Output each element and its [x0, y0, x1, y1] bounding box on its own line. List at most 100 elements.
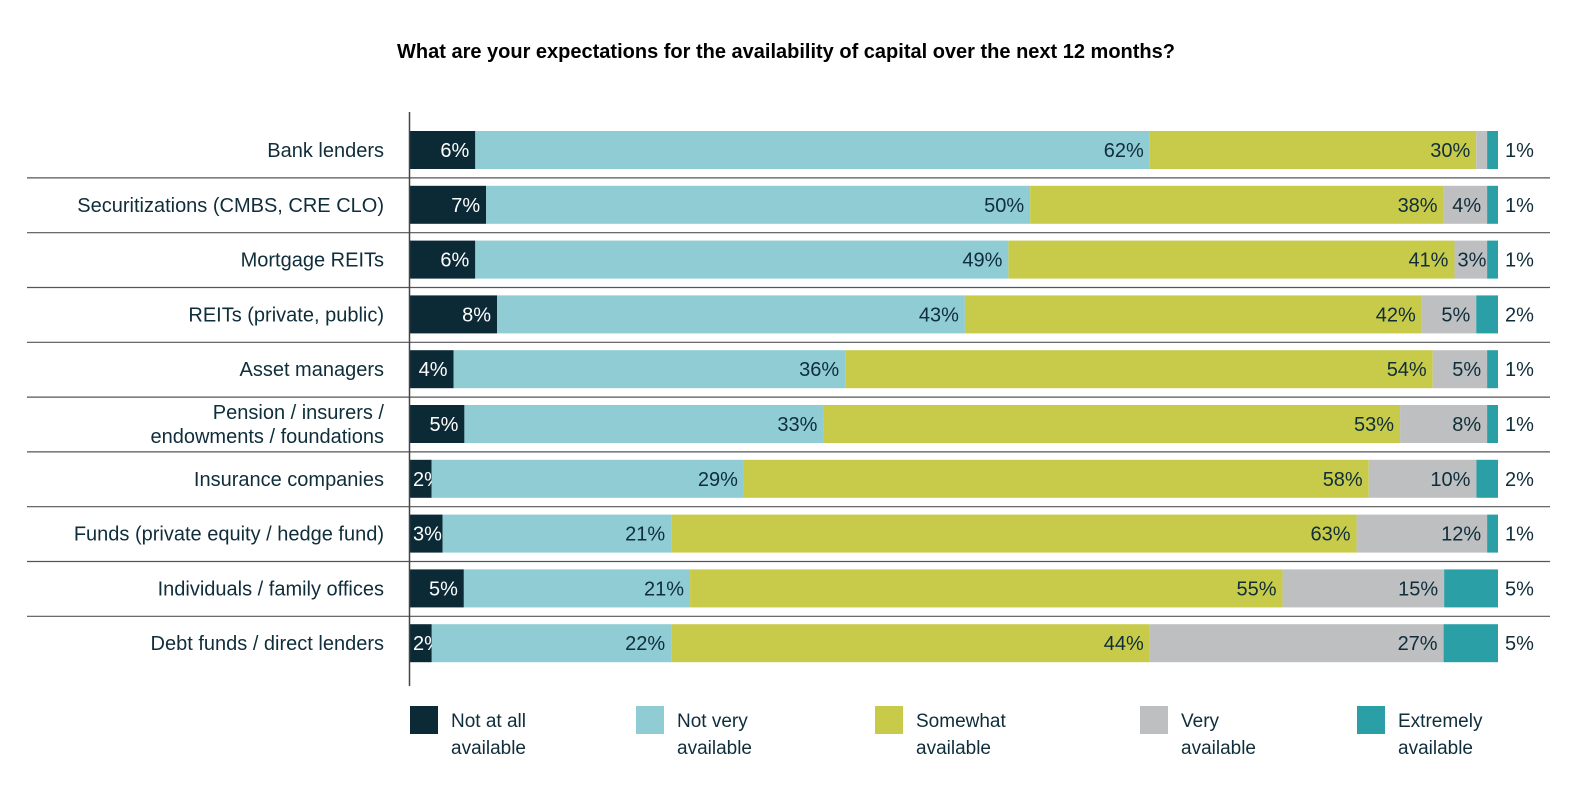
data-label: 5% — [1452, 359, 1481, 381]
data-label: 12% — [1441, 524, 1481, 546]
data-label: 1% — [1505, 359, 1534, 381]
bar-segment — [1487, 350, 1498, 389]
data-label: 6% — [440, 250, 469, 272]
data-label: 50% — [984, 195, 1024, 217]
bar-segment — [1443, 185, 1488, 224]
legend-label: Somewhat — [916, 711, 1006, 732]
category-label: Funds (private equity / hedge fund) — [74, 524, 384, 546]
bar-segment — [475, 240, 1009, 279]
data-label: 1% — [1505, 414, 1534, 436]
data-label: 1% — [1505, 195, 1534, 217]
bar-segment — [671, 624, 1150, 663]
bar-segment — [431, 459, 744, 498]
data-label: 5% — [429, 578, 458, 600]
data-label: 36% — [799, 359, 839, 381]
bar-segment — [442, 514, 672, 553]
bar-segment — [1476, 459, 1498, 498]
bar-segment — [845, 350, 1433, 389]
bar-segment — [1476, 295, 1498, 334]
bar-segment — [410, 624, 432, 663]
data-label: 42% — [1376, 304, 1416, 326]
data-label: 7% — [451, 195, 480, 217]
bar-segment — [463, 569, 691, 608]
bar-segment — [410, 405, 465, 443]
data-label: 58% — [1323, 469, 1363, 491]
category-label: Individuals / family offices — [158, 578, 384, 600]
data-label: 15% — [1398, 578, 1438, 600]
bar-segment — [410, 295, 498, 334]
bar-segment — [743, 459, 1369, 498]
data-label: 44% — [1104, 633, 1144, 655]
data-label: 5% — [1441, 304, 1470, 326]
data-label: 33% — [777, 414, 817, 436]
bar-segment — [1476, 131, 1488, 169]
category-label: Bank lenders — [267, 140, 384, 162]
bar-segment — [1444, 569, 1498, 608]
data-label: 1% — [1505, 524, 1534, 546]
bar-segment — [1282, 569, 1445, 608]
data-label: 4% — [1452, 195, 1481, 217]
bar-segment — [964, 295, 1422, 334]
bar-segment — [410, 350, 454, 389]
data-label: 8% — [462, 304, 491, 326]
data-label: 5% — [1505, 578, 1534, 600]
category-label: Pension / insurers / — [213, 402, 385, 424]
data-label: 41% — [1408, 250, 1448, 272]
bar-segment — [1432, 350, 1488, 389]
data-label: 5% — [429, 414, 458, 436]
bar-segment — [1149, 624, 1444, 663]
bar-segment — [1356, 514, 1488, 553]
bar-segment — [410, 240, 476, 279]
bar-segment — [410, 131, 476, 169]
data-label: 1% — [1505, 140, 1534, 162]
data-label: 62% — [1104, 140, 1144, 162]
legend-label: Not very — [677, 711, 748, 732]
legend-label: available — [677, 738, 752, 759]
category-label: Securitizations (CMBS, CRE CLO) — [77, 195, 384, 217]
data-label: 63% — [1311, 524, 1351, 546]
bar-segment — [410, 185, 487, 224]
bar-segment — [1368, 459, 1477, 498]
legend-swatch — [1140, 706, 1168, 734]
category-label: endowments / foundations — [151, 426, 385, 448]
bar-segment — [1400, 405, 1488, 443]
data-label: 38% — [1398, 195, 1438, 217]
data-label: 27% — [1398, 633, 1438, 655]
bar-segment — [690, 569, 1283, 608]
bar-segment — [1487, 405, 1498, 443]
legend-swatch — [410, 706, 438, 734]
bar-segment — [1008, 240, 1455, 279]
legend-label: available — [1398, 738, 1473, 759]
bar-segment — [497, 295, 965, 334]
bar-segment — [1487, 131, 1498, 169]
legend-label: Extremely — [1398, 711, 1483, 732]
data-label: 3% — [1457, 250, 1486, 272]
legend-label: available — [451, 738, 526, 759]
legend-swatch — [875, 706, 903, 734]
bar-segment — [1030, 185, 1444, 224]
data-label: 43% — [919, 304, 959, 326]
category-label: Insurance companies — [194, 469, 384, 491]
bar-segment — [475, 131, 1150, 169]
bar-segment — [453, 350, 846, 389]
data-label: 55% — [1237, 578, 1277, 600]
data-label: 53% — [1354, 414, 1394, 436]
bar-segment — [823, 405, 1401, 443]
bar-segment — [1487, 185, 1498, 224]
data-label: 2% — [1505, 469, 1534, 491]
bar-segment — [1487, 514, 1498, 553]
data-label: 5% — [1505, 633, 1534, 655]
data-label: 54% — [1387, 359, 1427, 381]
data-label: 8% — [1452, 414, 1481, 436]
category-label: Asset managers — [239, 359, 384, 381]
bar-segment — [1443, 624, 1498, 663]
chart-title: What are your expectations for the avail… — [397, 41, 1175, 63]
data-label: 21% — [625, 524, 665, 546]
data-label: 1% — [1505, 250, 1534, 272]
bar-segment — [486, 185, 1031, 224]
legend-swatch — [636, 706, 664, 734]
bar-segment — [1149, 131, 1477, 169]
bar-segment — [1421, 295, 1477, 334]
legend-label: Not at all — [451, 711, 526, 732]
